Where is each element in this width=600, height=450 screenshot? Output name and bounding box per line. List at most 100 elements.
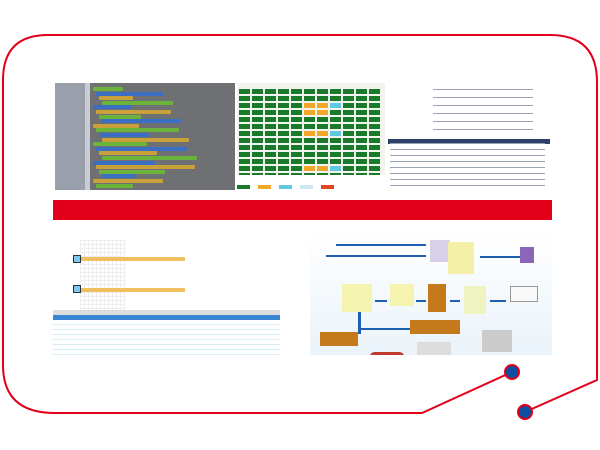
- status-cell: [343, 131, 354, 136]
- code-block: [99, 114, 141, 119]
- status-cell: [369, 166, 380, 171]
- status-cell: [252, 96, 263, 101]
- status-cell: [369, 131, 380, 136]
- code-block: [102, 156, 197, 160]
- status-cell: [369, 159, 380, 164]
- status-cell: [304, 103, 315, 108]
- status-cell: [356, 173, 367, 175]
- code-line: [390, 167, 545, 168]
- status-cell: [252, 159, 263, 164]
- status-cell: [265, 96, 276, 101]
- visual-block-programming-screenshot: [55, 83, 235, 190]
- code-block: [96, 91, 163, 96]
- status-cell: [291, 89, 302, 94]
- status-cell: [265, 124, 276, 129]
- status-cell: [291, 173, 302, 175]
- code-block: [93, 179, 163, 183]
- status-cell: [330, 131, 341, 136]
- status-cell: [252, 103, 263, 108]
- status-cell: [330, 117, 341, 122]
- status-cell: [252, 117, 263, 122]
- status-cell: [330, 110, 341, 115]
- status-cell: [265, 131, 276, 136]
- code-block: [93, 123, 139, 128]
- status-cell: [317, 145, 328, 150]
- status-cell: [239, 124, 250, 129]
- status-cell: [265, 138, 276, 143]
- status-cell: [291, 103, 302, 108]
- status-cell: [304, 159, 315, 164]
- status-cell: [278, 117, 289, 122]
- code-block: [93, 105, 131, 110]
- production-schedule-screenshot: [53, 230, 280, 355]
- status-cell: [291, 166, 302, 171]
- status-cell: [343, 152, 354, 157]
- status-cell: [239, 103, 250, 108]
- status-cell: [356, 103, 367, 108]
- legend-chip: [321, 185, 334, 189]
- status-cell: [291, 110, 302, 115]
- forklift-icon: [390, 284, 414, 306]
- code-block: [96, 128, 179, 133]
- status-cell: [369, 173, 380, 175]
- status-cell: [356, 110, 367, 115]
- status-cell: [304, 117, 315, 122]
- computer-icon: [430, 240, 450, 262]
- status-cell: [239, 145, 250, 150]
- status-cell: [239, 131, 250, 136]
- status-cell: [265, 166, 276, 171]
- status-cell: [265, 110, 276, 115]
- status-cell: [278, 152, 289, 157]
- status-cell: [330, 166, 341, 171]
- status-cell: [356, 145, 367, 150]
- status-cell: [343, 145, 354, 150]
- status-cell: [239, 173, 250, 175]
- status-cell: [291, 131, 302, 136]
- status-cell: [252, 173, 263, 175]
- status-cell: [317, 138, 328, 143]
- status-cell: [278, 131, 289, 136]
- status-cell: [343, 159, 354, 164]
- code-block: [102, 137, 189, 142]
- status-cell: [265, 117, 276, 122]
- status-cell: [330, 152, 341, 157]
- status-cell: [252, 152, 263, 157]
- status-cell: [252, 89, 263, 94]
- status-cell: [369, 124, 380, 129]
- status-cell: [278, 166, 289, 171]
- status-cell: [369, 138, 380, 143]
- status-cell: [239, 117, 250, 122]
- status-cell: [278, 96, 289, 101]
- status-cell: [239, 166, 250, 171]
- status-cell: [356, 117, 367, 122]
- status-cell: [265, 152, 276, 157]
- status-cell: [356, 152, 367, 157]
- code-block: [96, 146, 187, 151]
- code-block: [96, 183, 133, 188]
- code-line: [390, 161, 545, 162]
- code-line: [390, 173, 545, 174]
- status-cell: [278, 159, 289, 164]
- dot-icon: [517, 404, 533, 420]
- status-cell: [252, 138, 263, 143]
- warehouse-box-icon: [428, 284, 446, 312]
- code-line: [390, 185, 545, 186]
- status-cell: [304, 89, 315, 94]
- status-cell: [278, 103, 289, 108]
- status-cell: [369, 117, 380, 122]
- status-cell: [330, 159, 341, 164]
- status-cell: [317, 166, 328, 171]
- status-cell: [304, 131, 315, 136]
- status-cell: [239, 89, 250, 94]
- code-block: [96, 110, 171, 114]
- status-cell: [330, 145, 341, 150]
- status-cell: [343, 138, 354, 143]
- code-line: [390, 179, 545, 180]
- status-cell: [356, 131, 367, 136]
- warehouse-logistics-flow-diagram: [310, 232, 552, 355]
- status-cell: [369, 89, 380, 94]
- status-cell: [239, 159, 250, 164]
- status-cell: [343, 124, 354, 129]
- status-cell: [265, 145, 276, 150]
